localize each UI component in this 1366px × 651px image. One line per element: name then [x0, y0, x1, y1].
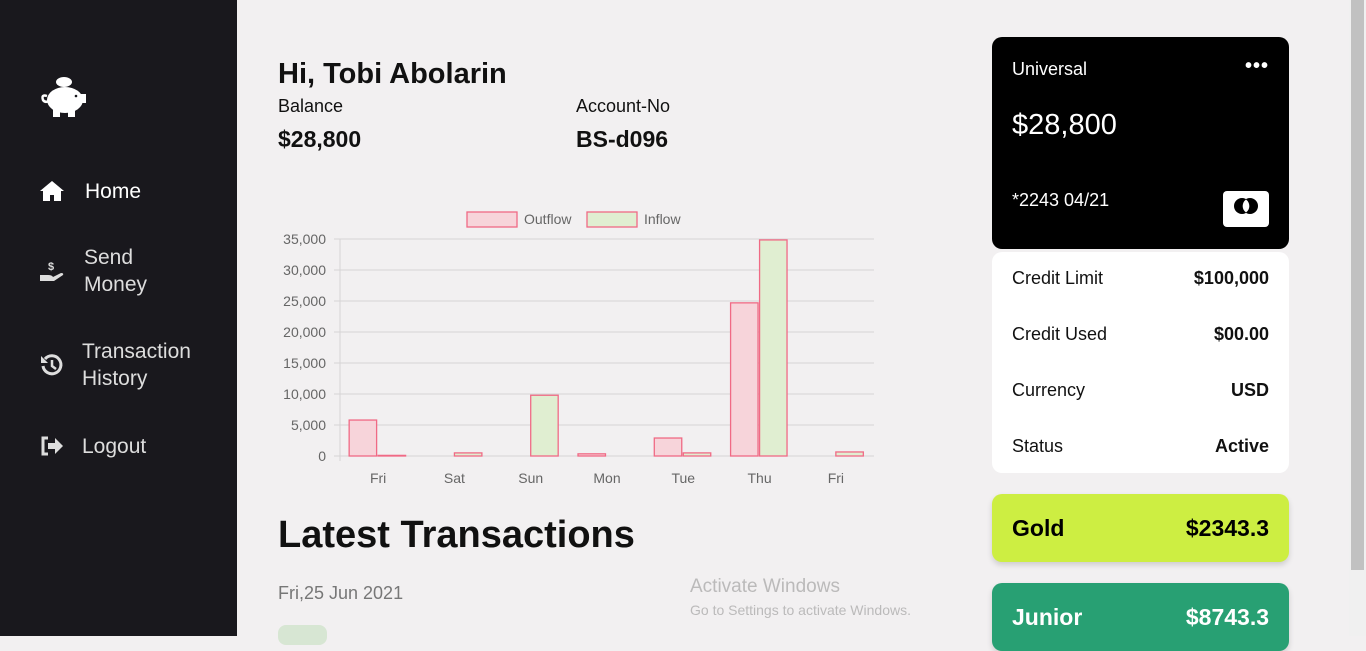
bar-outflow	[653, 437, 683, 457]
flow-chart: 0 5,000 10,000 15,000 20,000 25,000 30,000 35,0…	[283, 211, 874, 486]
sidebar-item-label: Send Money	[84, 246, 148, 296]
transaction-date: Fri,25 Jun 2021	[278, 583, 404, 603]
y-tick-label: 30,000	[283, 262, 326, 278]
detail-value: $100,000	[1193, 268, 1269, 288]
detail-row: Status Active	[1012, 436, 1269, 457]
sidebar-item-label: Home	[85, 179, 142, 203]
sidebar: Home $ Send Money Transaction History Lo…	[0, 0, 237, 636]
bar-outflow	[348, 419, 378, 457]
x-tick-label: Fri	[828, 470, 844, 486]
balance-value: $28,800	[278, 126, 362, 152]
history-icon	[38, 351, 66, 379]
sidebar-item-send-money[interactable]: $ Send Money	[38, 244, 208, 298]
tier-junior[interactable]: Junior $8743.3	[992, 583, 1289, 651]
scrollbar-thumb[interactable]	[1351, 0, 1364, 570]
sidebar-item-logout[interactable]: Logout	[38, 432, 146, 460]
bar-inflow	[835, 451, 864, 457]
x-tick-label: Tue	[671, 470, 695, 486]
tier-value: $2343.3	[1185, 514, 1269, 541]
greeting: Hi, Tobi Abolarin	[278, 58, 507, 90]
bar-outflow	[729, 302, 759, 457]
account-label: Account-No	[576, 96, 671, 116]
detail-value: $00.00	[1213, 324, 1269, 344]
watermark-title: Activate Windows	[690, 576, 840, 597]
y-tick-label: 20,000	[283, 324, 326, 340]
tier-gold[interactable]: Gold $2343.3	[992, 494, 1289, 562]
sidebar-item-transaction-history[interactable]: Transaction History	[38, 338, 218, 392]
detail-value: Active	[1214, 436, 1269, 456]
home-icon	[38, 177, 66, 205]
bar-inflow	[377, 454, 407, 457]
card-number: *2243 04/21	[1012, 190, 1110, 210]
y-tick-label: 10,000	[283, 386, 326, 402]
tier-name: Junior	[1012, 603, 1083, 630]
transaction-icon[interactable]	[278, 625, 327, 645]
more-options-icon[interactable]: •••	[1244, 55, 1269, 77]
sidebar-item-label: Transaction History	[82, 340, 191, 390]
svg-text:$: $	[48, 261, 54, 273]
card-balance: $28,800	[1012, 109, 1117, 141]
x-tick-label: Thu	[748, 470, 772, 486]
piggy-bank-logo-icon	[40, 76, 86, 123]
bar-outflow	[577, 453, 607, 457]
bar-inflow	[758, 239, 788, 457]
account-value: BS-d096	[576, 126, 669, 152]
detail-label: Credit Used	[1012, 324, 1108, 344]
legend-label: Outflow	[524, 211, 572, 227]
detail-label: Credit Limit	[1012, 268, 1104, 288]
legend-swatch	[466, 211, 518, 228]
detail-label: Currency	[1012, 380, 1086, 400]
legend-label: Inflow	[644, 211, 681, 227]
bar-inflow	[453, 452, 483, 457]
y-tick-label: 0	[318, 448, 326, 464]
sign-out-icon	[38, 432, 66, 460]
account-card[interactable]: Universal ••• $28,800 *2243 04/21	[992, 37, 1289, 249]
tier-value: $8743.3	[1185, 603, 1269, 630]
detail-row: Credit Limit $100,000	[1012, 268, 1269, 289]
x-tick-label: Fri	[370, 470, 386, 486]
detail-label: Status	[1012, 436, 1064, 456]
mastercard-icon	[1223, 191, 1269, 227]
sidebar-item-label: Logout	[82, 434, 147, 458]
tier-name: Gold	[1012, 514, 1065, 541]
x-tick-label: Sun	[518, 470, 543, 486]
y-tick-label: 5,000	[291, 417, 326, 433]
card-name: Universal	[1012, 59, 1088, 79]
sidebar-item-home[interactable]: Home	[38, 177, 141, 205]
detail-row: Currency USD	[1012, 380, 1269, 401]
section-title: Latest Transactions	[278, 514, 635, 556]
y-tick-label: 25,000	[283, 293, 326, 309]
y-tick-label: 15,000	[283, 355, 326, 371]
y-tick-label: 35,000	[283, 231, 326, 247]
x-tick-label: Mon	[593, 470, 620, 486]
x-tick-label: Sat	[444, 470, 465, 486]
card-details: Credit Limit $100,000 Credit Used $00.00 C…	[992, 252, 1289, 473]
detail-row: Credit Used $00.00	[1012, 324, 1269, 345]
watermark-subtitle: Go to Settings to activate Windows.	[690, 602, 911, 618]
bar-inflow	[530, 394, 559, 457]
balance-label: Balance	[278, 96, 344, 116]
legend-swatch	[586, 211, 638, 228]
hand-holding-dollar-icon: $	[38, 257, 66, 285]
detail-value: USD	[1230, 380, 1269, 400]
bar-inflow	[682, 452, 712, 457]
